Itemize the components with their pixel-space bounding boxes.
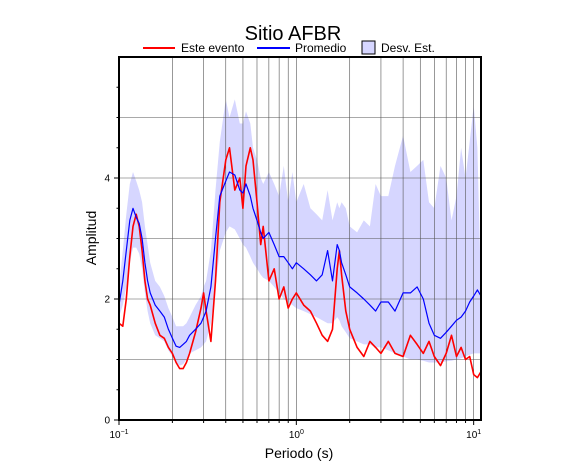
x-tick-label: 10−1 [109,429,128,441]
grid-layer [119,57,481,420]
x-tick-label: 100 [289,429,304,441]
legend: Este evento Promedio Desv. Est. [143,40,435,55]
legend-label-desv-est: Desv. Est. [381,41,435,55]
y-tick-label: 4 [104,174,110,185]
legend-label-este-evento: Este evento [181,41,245,55]
ticks-layer: 0 2 4 10−1 100 101 [104,86,481,441]
series-este-evento-line [118,147,482,379]
y-tick-label: 0 [104,416,110,427]
std-dev-band [119,99,481,366]
y-tick-label: 2 [104,295,110,306]
series-layer [118,147,482,379]
y-axis-label: Amplitud [83,211,99,265]
band-layer [119,99,481,366]
legend-swatch-desv-est [361,40,376,55]
legend-label-promedio: Promedio [295,41,347,55]
x-axis-label: Periodo (s) [265,445,333,461]
chart-title: Sitio AFBR [245,23,342,45]
x-tick-label: 101 [466,429,481,441]
series-promedio-line [118,171,482,348]
